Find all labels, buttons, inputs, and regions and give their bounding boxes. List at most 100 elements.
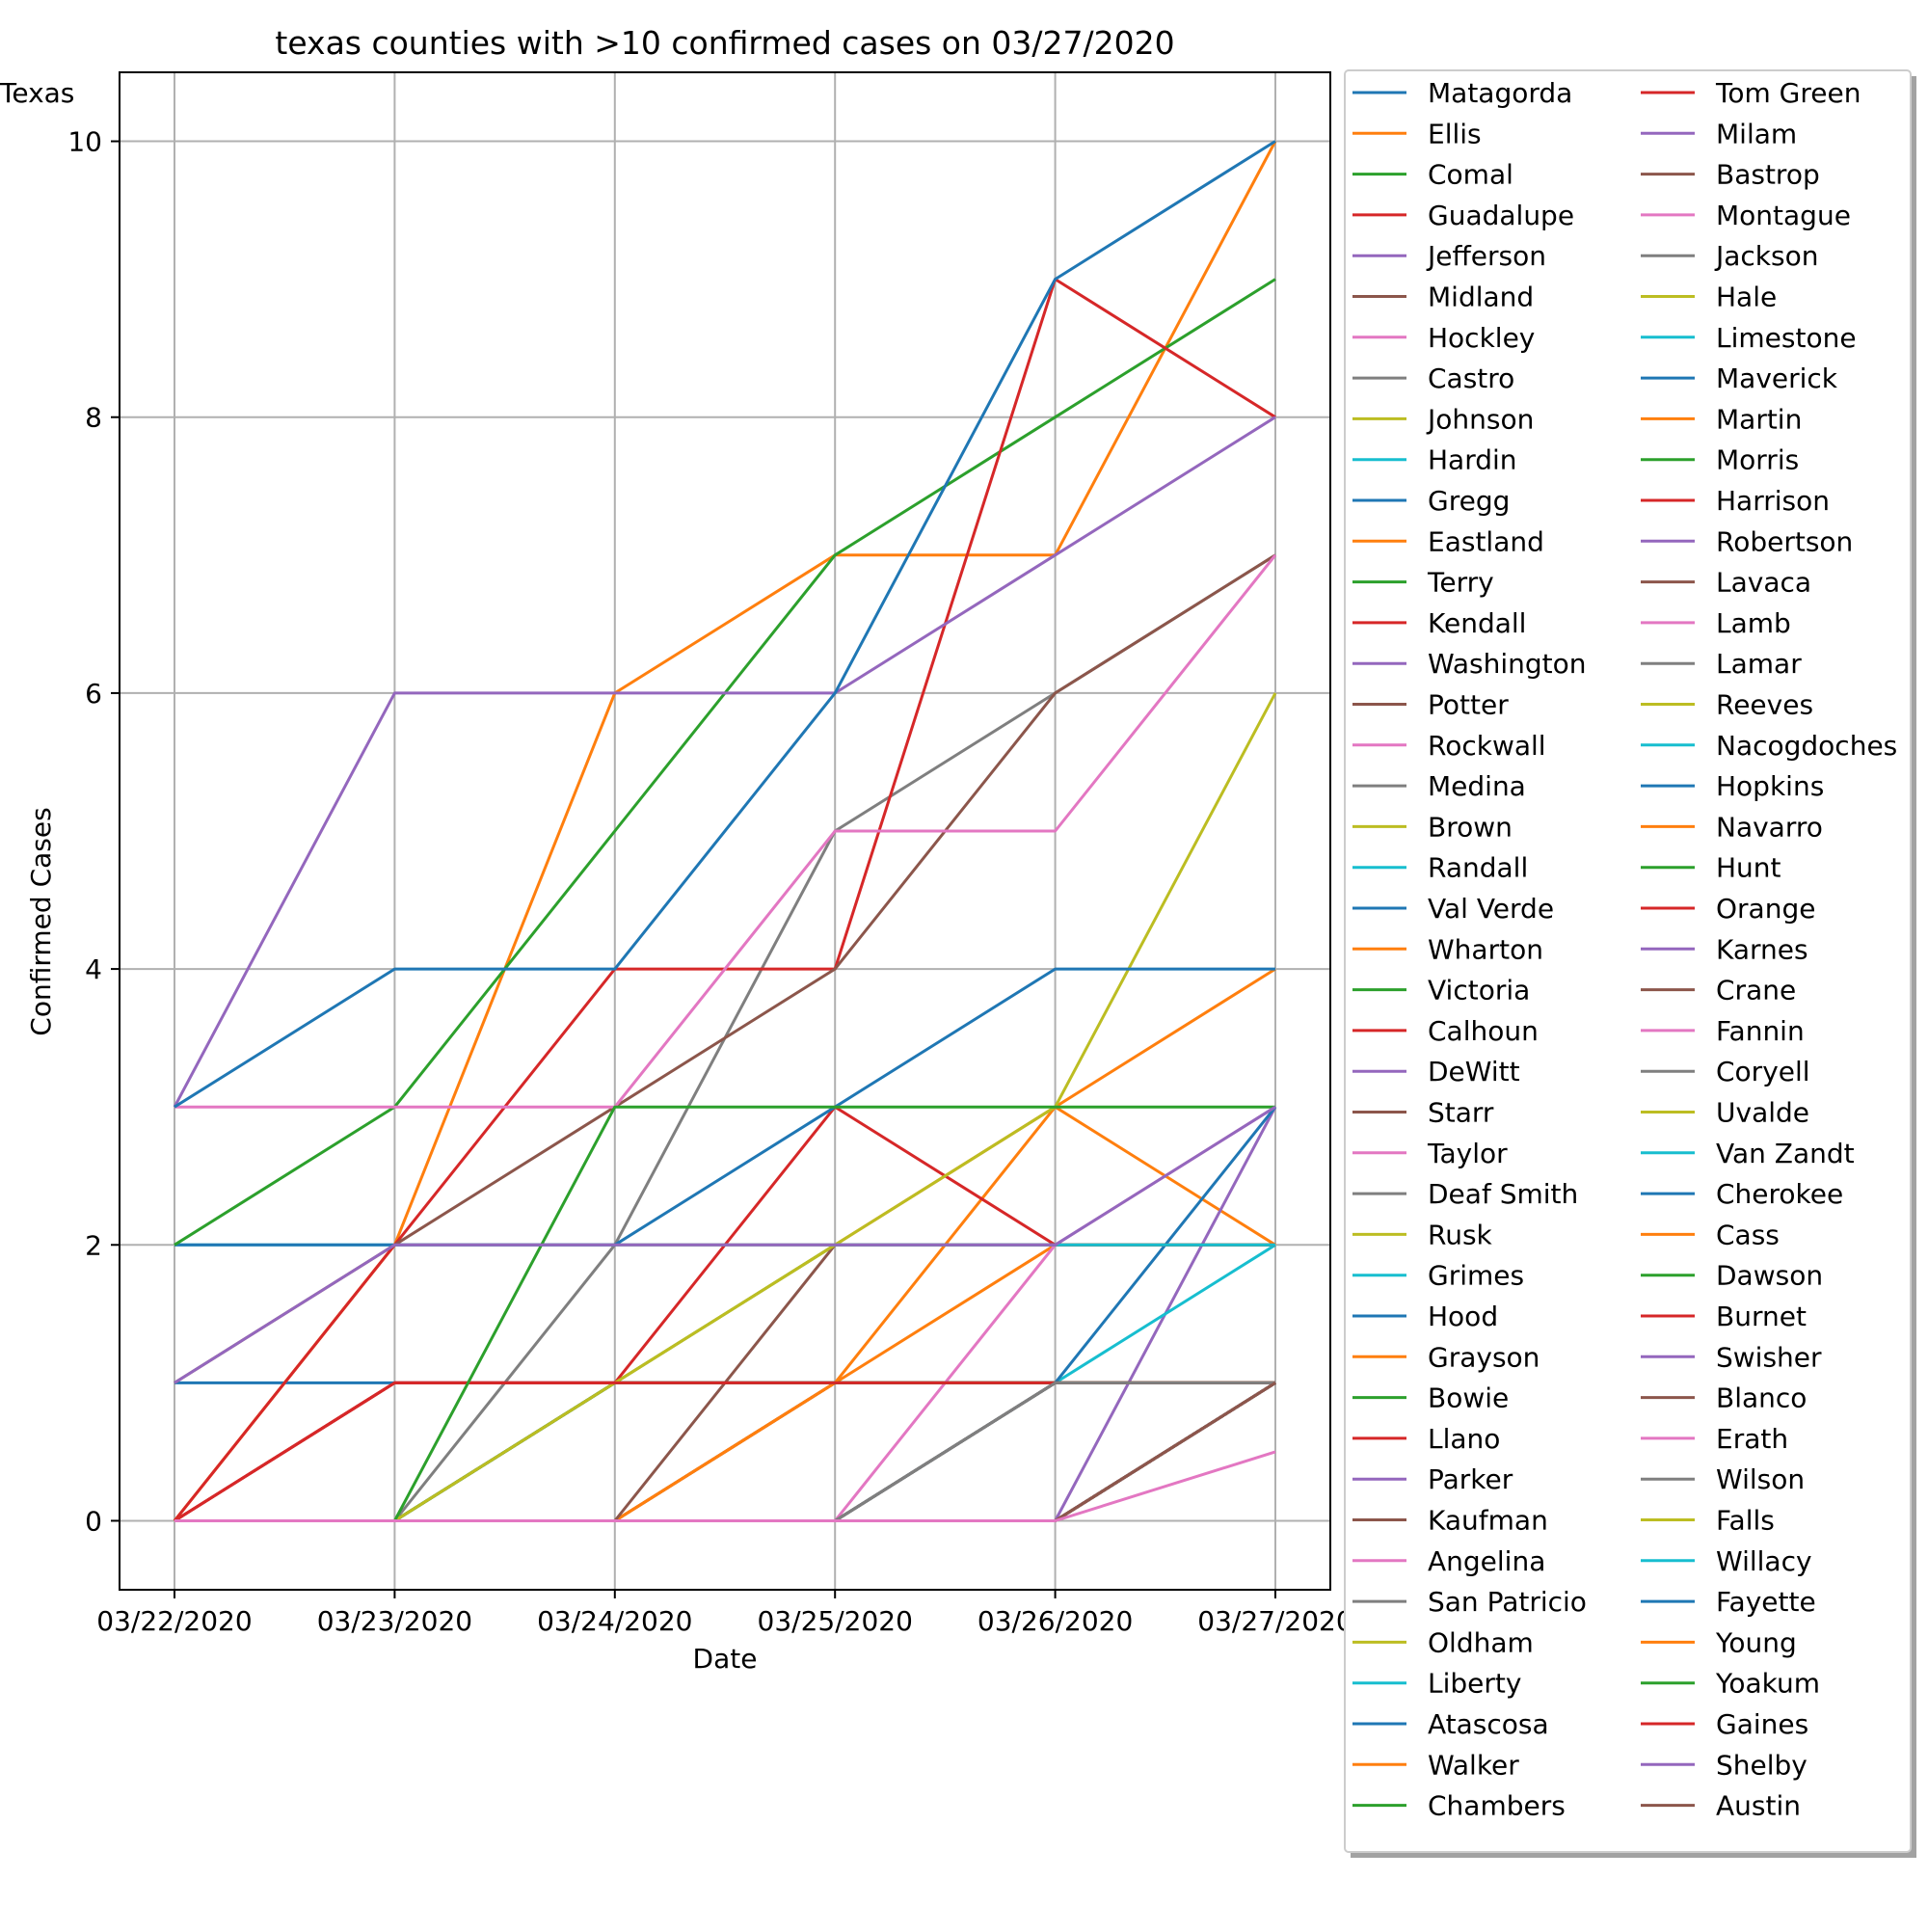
chart-title: texas counties with >10 confirmed cases … [275,24,1174,62]
legend-label: Chambers [1428,1790,1566,1822]
legend-label: Angelina [1428,1545,1545,1577]
legend-label: Matagorda [1428,77,1572,109]
legend-label: Calhoun [1428,1015,1539,1047]
legend-label: Montague [1716,200,1851,231]
legend-label: Oldham [1428,1626,1534,1658]
legend-label: Cherokee [1716,1178,1843,1210]
legend-label: Uvalde [1716,1097,1809,1129]
legend-label: Crane [1716,975,1796,1006]
legend-label: Reeves [1716,689,1813,721]
legend-label: Bastrop [1716,159,1820,191]
series-line [174,1105,1276,1384]
legend-label: Liberty [1428,1668,1521,1700]
series-line [174,553,1277,1109]
legend-label: Gaines [1716,1708,1808,1740]
axis-ticks: 03/22/2020 03/23/2020 03/24/2020 03/25/2020… [67,126,1352,1637]
legend-label: Hale [1716,282,1777,313]
x-tick-label: 03/25/2020 [758,1605,913,1637]
legend-label: Brown [1428,811,1513,843]
legend-label: Parker [1428,1463,1513,1495]
legend-label: Taylor [1427,1138,1508,1169]
legend-label: Grayson [1428,1341,1540,1373]
x-tick-label: 03/26/2020 [977,1605,1133,1637]
legend-label: Martin [1716,403,1802,435]
legend-label: Castro [1428,362,1514,394]
legend-label: Randall [1428,852,1528,884]
legend-label: Wilson [1716,1463,1805,1495]
legend-label: Hunt [1716,852,1781,884]
legend-label: Jackson [1714,240,1819,272]
y-axis-label: Confirmed Cases [25,807,57,1035]
legend-label: Young [1715,1626,1797,1658]
y-tick-label: 2 [85,1229,102,1261]
legend-label: Robertson [1716,525,1853,557]
legend-label: Kendall [1428,607,1526,639]
legend-label: Grimes [1428,1260,1524,1292]
legend-label: Potter [1428,689,1509,721]
x-axis-label: Date [693,1643,758,1675]
legend-label: Ellis [1428,118,1482,149]
legend-label: Morris [1716,444,1799,476]
legend-label: Milam [1716,118,1797,149]
legend-label: Hardin [1428,444,1517,476]
legend-label: Atascosa [1428,1708,1549,1740]
legend-label: Orange [1716,893,1815,925]
legend-label: Johnson [1426,403,1534,435]
legend-label: DeWitt [1428,1056,1520,1087]
legend-label: Guadalupe [1428,200,1574,231]
legend-label: Navarro [1716,811,1823,843]
legend-label: Eastland [1428,525,1544,557]
legend-label: San Patricio [1428,1586,1587,1618]
y-tick-label: 0 [85,1505,102,1537]
legend-label: Hopkins [1716,770,1824,802]
legend-label: Limestone [1716,322,1857,354]
legend-label: Bowie [1428,1382,1509,1414]
legend-label: Lavaca [1716,567,1811,599]
legend-label: Walker [1428,1749,1519,1781]
legend-label: Rockwall [1428,730,1546,762]
legend-label: Burnet [1716,1301,1807,1332]
legend-label: Tom Green [1715,77,1861,109]
y-tick-label: 10 [67,126,102,158]
legend-label: Texas [0,77,74,109]
legend-label: Karnes [1716,933,1808,965]
legend-label: Erath [1716,1423,1788,1455]
series-line [173,278,1276,1522]
y-tick-label: 8 [85,402,102,434]
legend-label: Fannin [1716,1015,1805,1047]
legend-label: Fayette [1716,1586,1816,1618]
legend-label: Deaf Smith [1428,1178,1578,1210]
legend-label: Kaufman [1428,1505,1548,1537]
legend-label: Hood [1428,1301,1498,1332]
legend-label: Victoria [1428,975,1530,1006]
legend-label: Midland [1428,282,1534,313]
y-tick-label: 4 [85,953,102,985]
legend-label: Harrison [1716,485,1830,517]
legend-frame [1344,69,1912,1853]
legend-label: Blanco [1716,1382,1807,1414]
legend-label: Val Verde [1428,893,1554,925]
legend-label: Starr [1428,1097,1494,1129]
legend-label: Jefferson [1426,240,1546,272]
x-tick-label: 03/23/2020 [317,1605,472,1637]
legend-label: Willacy [1716,1545,1812,1577]
legend: Matagorda Ellis Comal Guadalupe Jefferson Mid… [0,69,1916,1858]
legend-label: Hockley [1428,322,1535,354]
legend-label: Lamar [1716,648,1802,680]
legend-label: Washington [1428,648,1587,680]
legend-label: Falls [1716,1505,1775,1537]
legend-label: Maverick [1716,362,1838,394]
series-lines [173,140,1277,1522]
legend-label: Rusk [1428,1219,1493,1250]
legend-label: Cass [1716,1219,1780,1250]
legend-label: Dawson [1716,1260,1823,1292]
legend-label: Wharton [1428,933,1543,965]
x-tick-label: 03/24/2020 [537,1605,692,1637]
legend-label: Lamb [1716,607,1791,639]
series-line [174,1450,1276,1522]
x-tick-label: 03/22/2020 [96,1605,252,1637]
legend-label: Comal [1428,159,1513,191]
legend-label: Llano [1428,1423,1500,1455]
